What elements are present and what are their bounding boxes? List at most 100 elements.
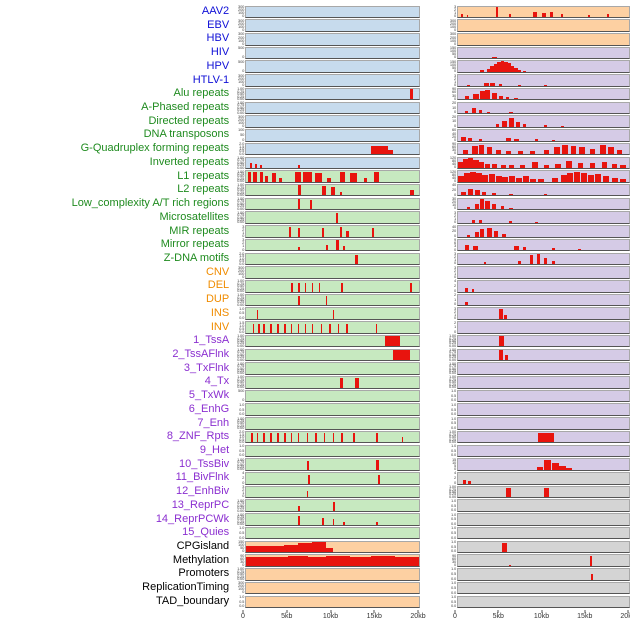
right-panel (457, 595, 630, 609)
y-tick-label: 0.5 (239, 598, 245, 604)
y-tick-label: 500 (238, 46, 245, 51)
track-label: INS (210, 306, 230, 319)
data-bar (502, 543, 507, 553)
y-tick-label: 0.5 (239, 258, 245, 264)
y-tick-label: 1.00 (449, 430, 456, 435)
y-tick-label: 100 (238, 23, 245, 29)
data-bar (487, 111, 491, 114)
left-panel (245, 526, 421, 540)
y-tick-label: 200 (238, 583, 245, 589)
left-y-axis-ticks: 1.0 0.5 0.0 (232, 403, 245, 417)
data-bar (325, 296, 328, 306)
data-bar (251, 433, 253, 443)
data-bar (533, 11, 537, 18)
y-tick-label: 3 (242, 224, 245, 229)
data-bar (478, 162, 484, 169)
track-label: 2_TssAFlnk (172, 347, 230, 360)
y-tick-label: 0.0 (451, 548, 456, 554)
data-bar (410, 189, 414, 196)
y-tick-label: 0 (453, 150, 456, 156)
y-tick-label: 0 (242, 479, 245, 485)
data-bar (493, 231, 499, 237)
y-tick-label: 0.50 (237, 296, 245, 302)
data-bar (355, 255, 358, 265)
track-row-11-bivflnk: 11_BivFlnk 4 2 0 4 2 0 (0, 471, 630, 485)
left-panel (245, 115, 421, 128)
data-bar (536, 253, 541, 265)
y-tick-label: 1.00 (237, 169, 245, 174)
x-axis-tick-mark (242, 610, 244, 613)
data-bar (488, 173, 495, 182)
right-panel (457, 279, 630, 293)
left-y-axis-ticks: 1.00 0.75 0.50 0.25 0.00 (232, 458, 245, 472)
data-bar (509, 564, 511, 566)
data-bar (263, 323, 265, 333)
data-bar (543, 194, 547, 196)
data-bar (298, 433, 300, 443)
y-tick-label: 0.50 (237, 420, 245, 426)
y-tick-label: 1.00 (237, 347, 245, 352)
data-bar (353, 432, 356, 443)
y-tick-label: 50 (240, 545, 245, 551)
y-tick-label: 0.25 (449, 381, 456, 387)
data-bar (502, 121, 507, 127)
x-axis-tick-mark (286, 610, 288, 613)
data-bar (259, 165, 263, 169)
y-tick-label: 0.50 (237, 159, 245, 165)
y-tick-label: 0.5 (451, 584, 456, 590)
data-bar (543, 84, 547, 86)
y-tick-label: 1 (453, 257, 456, 263)
y-tick-label: 0.50 (237, 283, 245, 289)
right-panel (457, 183, 630, 197)
data-bar (594, 173, 601, 182)
y-tick-label: 40 (451, 174, 456, 180)
data-bar (511, 65, 515, 72)
left-y-axis-ticks: 1.00 0.75 0.50 0.25 0.00 (232, 499, 245, 513)
data-bar (529, 254, 534, 265)
data-bar (541, 12, 546, 18)
data-bar (483, 262, 487, 265)
left-y-axis-ticks: 1.00 0.75 0.50 0.25 0.00 (232, 334, 245, 348)
y-tick-label: 0 (453, 136, 456, 142)
track-label: 3_TxFlnk (183, 361, 230, 374)
data-bar (332, 519, 335, 525)
left-y-axis-ticks: 300 200 100 0 (232, 32, 245, 46)
data-bar (620, 165, 626, 169)
data-bar (536, 467, 543, 470)
data-bar (256, 433, 258, 443)
data-bar (617, 150, 623, 155)
y-tick-label: 0.75 (237, 280, 245, 286)
data-bar (298, 323, 300, 333)
data-bar (374, 172, 380, 182)
y-tick-label: 3 (242, 485, 245, 490)
y-tick-label: 1.0 (239, 444, 245, 448)
y-tick-label: 3 (242, 238, 245, 243)
data-bar (346, 323, 348, 333)
y-tick-label: 0.5 (451, 598, 456, 604)
data-bar (599, 144, 606, 155)
left-panel (245, 293, 421, 307)
data-bar (475, 190, 481, 196)
y-tick-label: 0.75 (237, 349, 245, 355)
track-row-mirror-repeats: Mirror repeats 3 2 1 0 9 6 3 0 (0, 238, 630, 252)
y-tick-label: 9 (453, 238, 456, 243)
y-tick-label: 0.25 (237, 422, 245, 428)
data-bar (372, 227, 375, 237)
left-y-axis-ticks: 500 0 (232, 389, 245, 403)
right-panel (457, 101, 630, 115)
data-bar (522, 247, 527, 251)
track-label: HPV (206, 59, 230, 72)
y-tick-label: 1.00 (237, 567, 245, 572)
data-bar (492, 203, 497, 210)
data-bar (463, 158, 469, 169)
y-tick-label: 200 (238, 267, 245, 273)
y-tick-label: 0.75 (237, 459, 245, 465)
right-panel (457, 444, 630, 458)
right-y-axis-ticks: 90 60 30 0 (420, 87, 457, 101)
y-tick-label: 1 (242, 243, 245, 249)
y-tick-label: 90 (451, 87, 456, 92)
data-bar (461, 13, 464, 18)
track-row-inv: INV 1.5 1.0 0.5 0.0 2 1 0 (0, 321, 630, 335)
track-label: TAD_boundary (156, 594, 230, 607)
